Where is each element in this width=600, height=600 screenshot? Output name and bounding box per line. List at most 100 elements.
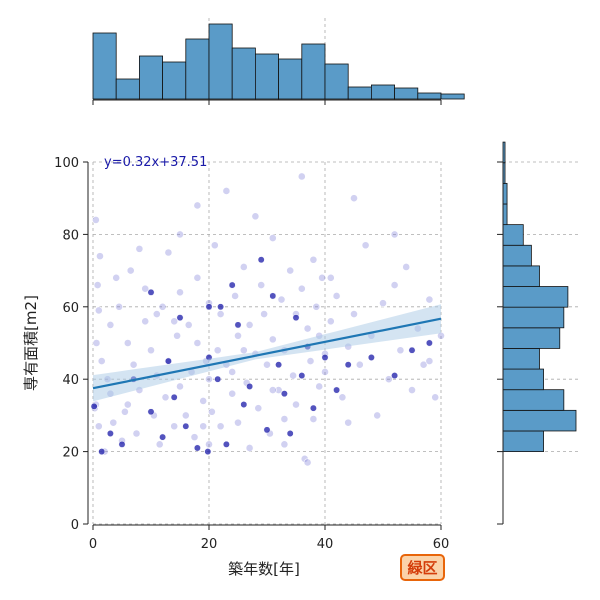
scatter-point-dense <box>309 404 317 412</box>
x-hist-bar <box>417 92 442 100</box>
scatter-point <box>96 252 104 261</box>
scatter-point <box>260 310 268 318</box>
x-hist-bar <box>301 43 326 100</box>
y-hist-bar <box>502 203 508 226</box>
scatter-point-dense <box>147 408 155 416</box>
x-axis-title: 築年数[年] <box>228 560 300 578</box>
scatter-point <box>94 422 103 431</box>
scatter-point-dense <box>205 303 213 311</box>
regression-layer <box>92 304 442 402</box>
scatter-point-dense <box>257 256 265 264</box>
scatter-point <box>161 393 170 402</box>
district-badge: 緑区 <box>400 554 445 581</box>
scatter-point <box>228 368 237 376</box>
x-tick-label: 0 <box>89 537 97 552</box>
scatter-point <box>123 400 132 409</box>
y-hist-bar <box>502 389 565 411</box>
scatter-point <box>338 393 347 402</box>
scatter-point-dense <box>159 433 167 441</box>
scatter-point <box>231 292 239 300</box>
y-tick-label: 100 <box>54 156 79 171</box>
scatter-point <box>408 386 416 394</box>
x-marginal-histogram <box>92 18 465 105</box>
scatter-point-dense <box>275 361 283 369</box>
scatter-point-dense <box>269 292 277 300</box>
scatter-point <box>164 248 173 257</box>
scatter-point <box>193 339 202 347</box>
scatter-point <box>147 346 155 355</box>
scatter-point-dense <box>228 281 236 289</box>
scatter-point <box>205 440 213 449</box>
scatter-point-dense <box>246 382 254 390</box>
scatter-point <box>257 281 266 289</box>
x-hist-bar <box>231 47 256 100</box>
y-hist-bar <box>502 244 532 267</box>
scatter-point <box>193 273 202 282</box>
y-marginal-histogram <box>497 141 580 525</box>
scatter-point <box>97 357 106 365</box>
scatter-point-dense <box>214 375 222 383</box>
scatter-point <box>126 266 135 275</box>
x-tick-label: 20 <box>201 537 218 552</box>
scatter-point <box>106 320 115 329</box>
scatter-point <box>176 230 184 239</box>
scatter-point <box>303 458 312 467</box>
scatter-point-dense <box>286 430 294 437</box>
scatter-point <box>321 368 329 376</box>
scatter-point-dense <box>240 401 248 408</box>
scatter-point <box>222 187 231 195</box>
axes: 0 20 40 60 0 20 40 60 80 100 <box>54 156 449 552</box>
scatter-point <box>350 194 358 203</box>
scatter-point-dense <box>298 372 306 380</box>
regression-equation-label: y=0.32x+37.51 <box>104 155 207 170</box>
scatter-point <box>361 241 370 250</box>
scatter-point <box>390 230 399 239</box>
scatter-point <box>268 234 277 242</box>
scatter-point-dense <box>170 393 178 401</box>
y-tick-label: 0 <box>71 518 79 533</box>
scatter-point <box>173 331 181 340</box>
scatter-point <box>425 357 434 365</box>
y-hist-bar <box>502 286 569 308</box>
scatter-point-dense <box>333 386 341 394</box>
scatter-point <box>109 418 118 427</box>
y-hist-bar <box>502 368 544 391</box>
scatter-point <box>176 382 184 391</box>
scatter-point <box>350 310 358 318</box>
scatter-point <box>228 389 237 398</box>
grid-lines <box>92 161 442 525</box>
scatter-point <box>234 331 242 340</box>
scatter-point <box>155 440 164 449</box>
scatter-point <box>93 281 102 289</box>
scatter-point <box>245 320 254 329</box>
x-hist-bar <box>115 78 140 100</box>
scatter-point <box>239 263 248 271</box>
scatter-point <box>280 415 289 423</box>
x-hist-bar <box>254 53 279 100</box>
y-tick-label: 20 <box>62 446 79 461</box>
scatter-point <box>355 360 364 369</box>
scatter-point-dense <box>408 346 416 354</box>
scatter-point <box>289 371 297 380</box>
scatter-point <box>379 299 387 308</box>
scatter-point <box>306 357 315 365</box>
scatter-point <box>326 317 335 326</box>
scatter-point <box>141 284 150 293</box>
scatter-point <box>431 393 440 402</box>
scatter-point <box>332 292 341 300</box>
scatter-point <box>274 386 283 394</box>
scatter-point <box>390 281 399 289</box>
scatter-point <box>210 241 219 250</box>
scatter-point-dense <box>222 440 230 448</box>
y-hist-bar <box>502 182 508 205</box>
scatter-point <box>205 375 213 384</box>
scatter-point-dense <box>164 357 172 365</box>
scatter-point <box>402 263 411 271</box>
scatter-point <box>396 346 405 355</box>
scatter-point-dense <box>391 372 399 380</box>
y-hist-bar <box>502 265 540 287</box>
scatter-point <box>292 400 300 409</box>
scatter-point <box>303 324 312 333</box>
scatter-point-dense <box>234 321 242 329</box>
